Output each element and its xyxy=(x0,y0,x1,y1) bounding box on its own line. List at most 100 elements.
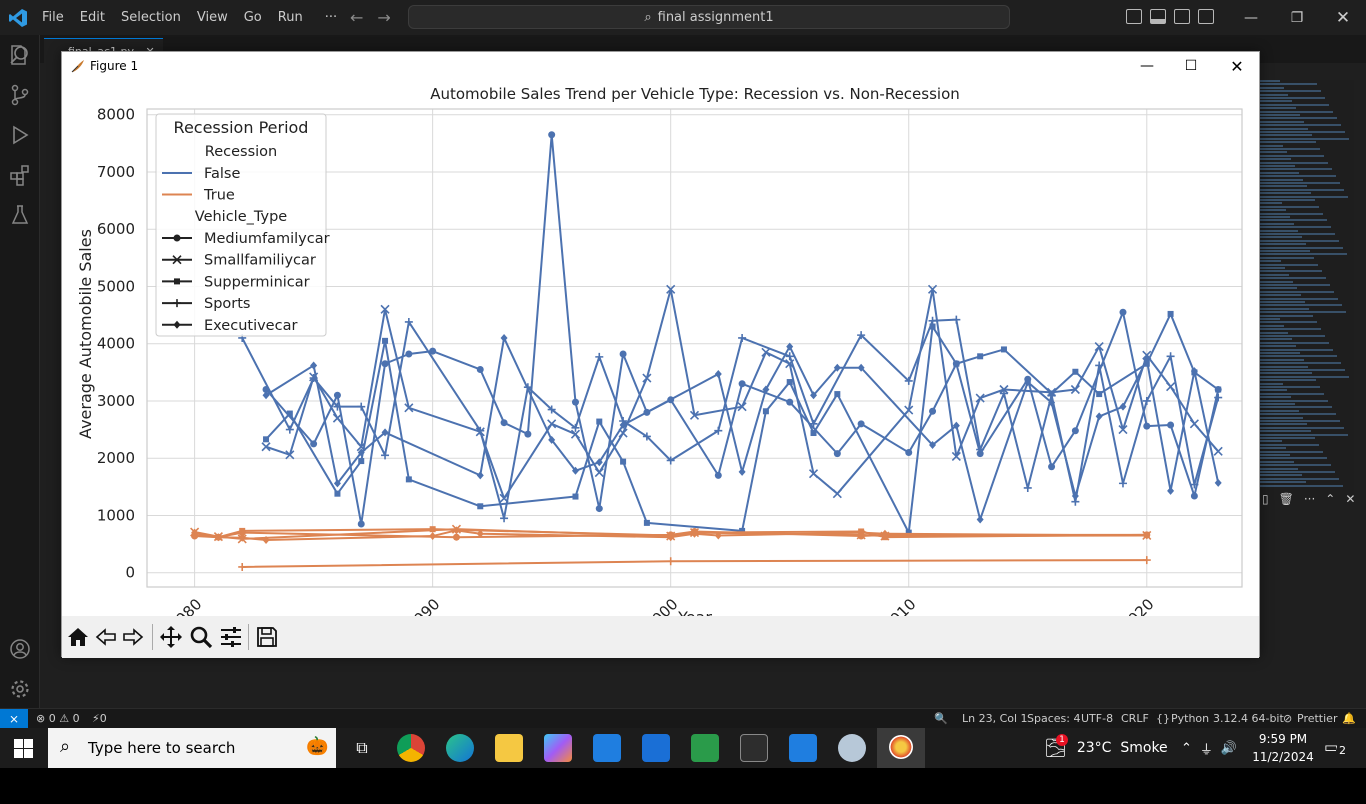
data-point xyxy=(571,423,580,432)
clock[interactable]: 9:59 PM 11/2/2024 xyxy=(1250,730,1316,766)
kill-terminal-icon[interactable]: 🗑 xyxy=(1278,492,1294,506)
accounts-icon[interactable] xyxy=(8,637,32,661)
back-icon[interactable] xyxy=(94,625,118,649)
vscode-taskbar-icon[interactable] xyxy=(789,734,817,762)
minimap-line xyxy=(1260,236,1302,239)
menu-run[interactable]: Run xyxy=(277,10,303,25)
minimize-icon[interactable]: — xyxy=(1244,9,1258,26)
data-point xyxy=(904,376,913,385)
notification-center-icon[interactable]: ▭ xyxy=(1324,738,1339,756)
extensions-icon[interactable] xyxy=(8,163,32,187)
restore-icon[interactable]: ❐ xyxy=(1290,9,1304,26)
pan-icon[interactable] xyxy=(159,625,183,649)
data-point xyxy=(238,533,246,542)
weather-widget[interactable]: 🌫 1 23°C Smoke xyxy=(1044,728,1168,768)
minimap[interactable] xyxy=(1260,80,1354,500)
figure-maximize-icon[interactable]: ☐ xyxy=(1184,58,1198,74)
problems-indicator[interactable]: ⊗ 0 ⚠ 0 xyxy=(36,712,80,725)
minimap-line xyxy=(1260,171,1299,174)
edge-icon[interactable] xyxy=(446,734,474,762)
close-panel-icon[interactable]: ✕ xyxy=(1345,492,1356,506)
testing-flask-icon[interactable] xyxy=(8,203,32,227)
configure-subplots-icon[interactable] xyxy=(219,625,243,649)
task-view-icon[interactable]: ⧉ xyxy=(356,738,368,757)
data-point xyxy=(953,360,960,367)
indentation[interactable]: Spaces: 4 xyxy=(1027,712,1081,725)
volume-icon[interactable]: 🔊 xyxy=(1220,740,1238,756)
minimap-line xyxy=(1260,273,1289,276)
ports-indicator[interactable]: ⚡0 xyxy=(92,712,107,725)
spreadsheet-icon[interactable] xyxy=(691,734,719,762)
data-point xyxy=(595,505,603,513)
file-explorer-icon[interactable] xyxy=(495,734,523,762)
save-icon[interactable] xyxy=(255,625,279,649)
data-point xyxy=(262,536,270,545)
data-point xyxy=(975,393,985,403)
python-figure-task-active[interactable] xyxy=(877,728,925,768)
x-tick-label: 2020 xyxy=(1118,595,1158,616)
close-icon[interactable]: ✕ xyxy=(1335,7,1351,28)
home-icon[interactable] xyxy=(66,625,90,649)
data-point xyxy=(191,528,199,537)
back-arrow-icon[interactable]: ← xyxy=(350,8,378,27)
menu-edit[interactable]: Edit xyxy=(79,10,105,25)
data-point xyxy=(1047,391,1056,400)
menu-view[interactable]: View xyxy=(196,10,228,25)
forward-icon[interactable] xyxy=(121,625,145,649)
vscode-logo-icon[interactable] xyxy=(8,8,28,28)
mail-icon[interactable] xyxy=(642,734,670,762)
windows-start-icon[interactable] xyxy=(14,739,33,762)
python-interpreter[interactable]: 3.12.4 64-bit xyxy=(1213,712,1284,725)
more-actions-icon[interactable]: ··· xyxy=(1303,492,1316,506)
data-point xyxy=(595,458,603,467)
series-false-smallfamiliycar xyxy=(261,284,1223,503)
line-ending[interactable]: CRLF xyxy=(1121,712,1149,725)
run-debug-icon[interactable] xyxy=(8,123,32,147)
notification-count: 2 xyxy=(1336,744,1349,757)
minimap-line xyxy=(1260,314,1313,317)
menu-selection[interactable]: Selection xyxy=(120,10,181,25)
figure-minimize-icon[interactable]: — xyxy=(1140,58,1154,74)
y-axis-label: Average Automobile Sales xyxy=(76,229,95,439)
chrome-icon[interactable] xyxy=(397,734,425,762)
copilot-icon[interactable] xyxy=(544,734,572,762)
menu-file[interactable]: File xyxy=(42,10,64,25)
toggle-panel-icon[interactable] xyxy=(1150,9,1166,24)
network-icon[interactable]: ⏚ xyxy=(1199,742,1213,758)
figure-close-icon[interactable]: ✕ xyxy=(1230,56,1244,76)
menu-more[interactable]: ··· xyxy=(324,10,338,25)
data-point xyxy=(239,527,246,534)
source-control-icon[interactable] xyxy=(8,83,32,107)
paint-icon[interactable] xyxy=(838,734,866,762)
data-point xyxy=(1167,310,1174,317)
zoom-icon[interactable] xyxy=(189,625,213,649)
search-view-icon[interactable] xyxy=(8,43,32,67)
notifications-bell-icon[interactable]: 🔔 xyxy=(1342,712,1356,725)
menu-go[interactable]: Go xyxy=(243,10,262,25)
toggle-primary-sidebar-icon[interactable] xyxy=(1126,9,1142,24)
encoding[interactable]: UTF-8 xyxy=(1081,712,1114,725)
cursor-position[interactable]: Ln 23, Col 1 xyxy=(962,712,1028,725)
toggle-secondary-sidebar-icon[interactable] xyxy=(1174,9,1190,24)
remote-indicator-icon[interactable]: ⨯ xyxy=(0,709,28,729)
split-terminal-icon[interactable]: ▯ xyxy=(1262,492,1269,506)
chart-canvas[interactable]: 0 1000 2000 3000 4000 5000 6000 7000 8000 1980 199… xyxy=(62,80,1259,616)
command-center[interactable]: ⌕ final assignment1 xyxy=(408,5,1010,29)
prettier-status[interactable]: Prettier xyxy=(1297,712,1338,725)
data-point xyxy=(333,479,341,488)
terminal-icon[interactable] xyxy=(740,734,768,762)
settings-gear-icon[interactable] xyxy=(8,677,32,701)
data-point xyxy=(405,476,412,483)
zoom-icon[interactable]: 🔍 xyxy=(934,712,948,725)
show-hidden-icons-icon[interactable]: ⌃ xyxy=(1181,740,1192,756)
taskbar-search-box[interactable]: ⌕ Type here to search 🎃 xyxy=(48,728,336,768)
data-point xyxy=(357,520,365,528)
customize-layout-icon[interactable] xyxy=(1198,9,1214,24)
language-mode[interactable]: Python xyxy=(1171,712,1210,725)
data-point xyxy=(1167,421,1175,429)
minimap-line xyxy=(1260,382,1283,385)
forward-arrow-icon[interactable]: → xyxy=(377,8,405,27)
data-point xyxy=(881,529,889,538)
microsoft-store-icon[interactable] xyxy=(593,734,621,762)
maximize-panel-icon[interactable]: ⌃ xyxy=(1325,492,1336,506)
